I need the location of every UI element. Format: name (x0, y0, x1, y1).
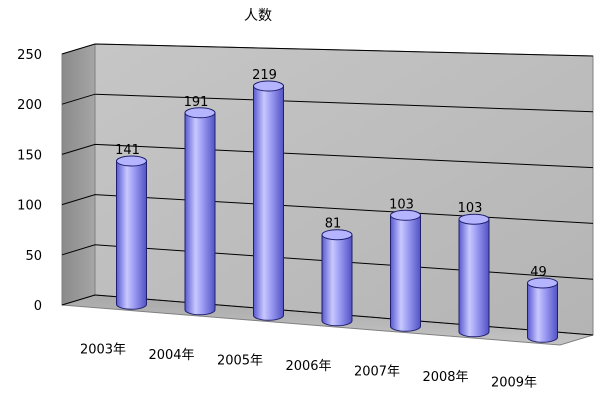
gridline (61, 294, 594, 336)
data-label: 103 (458, 201, 483, 216)
data-label: 103 (389, 197, 414, 212)
y-axis-tick-labels: 0 50 100 150 200 250 (17, 48, 42, 314)
y-tick-label: 200 (17, 98, 42, 113)
bar-body (116, 160, 147, 310)
gridline (61, 93, 594, 113)
gridline (61, 244, 594, 280)
data-labels: 141 191 219 81 103 103 49 (115, 68, 547, 280)
gridline (61, 43, 594, 57)
y-axis-title: 人数 (244, 8, 272, 24)
x-category-label: 2004年 (148, 348, 194, 363)
bar-body (253, 85, 284, 321)
data-label: 141 (115, 143, 140, 158)
y-tick-label: 50 (25, 249, 42, 264)
x-category-label: 2008年 (422, 370, 468, 385)
gridlines (61, 43, 594, 336)
y-tick-label: 0 (34, 299, 42, 314)
x-axis-category-labels: 2003年 2004年 2005年 2006年 2007年 2008年 2009年 (80, 342, 537, 390)
side-wall (61, 43, 96, 306)
bar-top (253, 80, 284, 92)
bar-top (321, 229, 353, 241)
bar-body (458, 218, 490, 338)
gridline (61, 143, 594, 169)
bar-body (527, 282, 558, 343)
bar-body (321, 234, 353, 327)
bar-top (458, 213, 490, 225)
x-category-label: 2003年 (80, 342, 126, 357)
data-label: 219 (252, 68, 277, 83)
x-category-label: 2005年 (217, 353, 263, 368)
bar-top (527, 277, 558, 289)
bar-top (390, 209, 421, 221)
x-category-label: 2007年 (354, 364, 400, 379)
x-category-label: 2009年 (491, 375, 537, 390)
y-tick-label: 150 (17, 148, 42, 163)
data-label: 191 (184, 95, 209, 110)
y-tick-label: 250 (17, 48, 42, 63)
data-label: 81 (325, 217, 342, 232)
y-tick-label: 100 (17, 199, 42, 214)
gridline (61, 194, 594, 224)
bar-body (184, 112, 216, 316)
bar-body (390, 214, 421, 332)
x-category-label: 2006年 (285, 359, 331, 374)
data-label: 49 (530, 265, 547, 280)
bar-series (116, 80, 558, 343)
bar-top (184, 107, 216, 119)
bar-top (116, 155, 147, 167)
